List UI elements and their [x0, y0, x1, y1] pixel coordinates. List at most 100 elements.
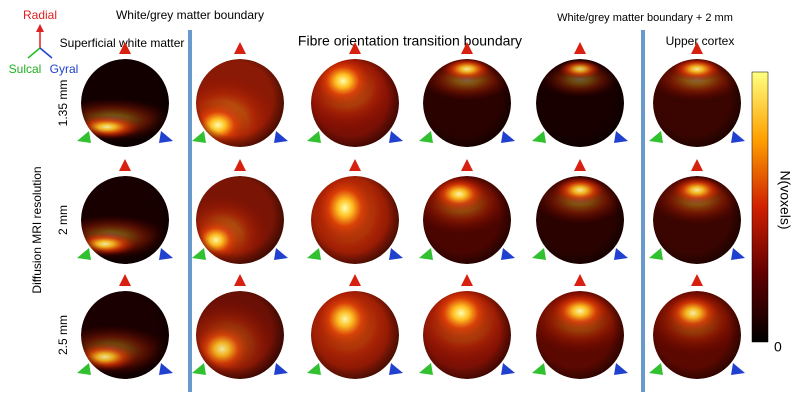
sphere-shade: [196, 176, 284, 264]
radial-arrow: [119, 42, 131, 54]
sulcal-arrow: [192, 363, 206, 375]
sulcal-arrow: [419, 131, 433, 143]
key-gyral: Gyral: [50, 62, 79, 76]
sphere-shade: [423, 291, 511, 379]
radial-arrow: [691, 159, 703, 171]
sphere: [653, 291, 741, 379]
radial-arrow: [349, 42, 361, 54]
sulcal-arrow: [532, 131, 546, 143]
radial-arrow: [574, 42, 586, 54]
gyral-arrow: [274, 363, 288, 375]
sulcal-arrow: [419, 248, 433, 260]
gyral-arrow: [614, 363, 628, 375]
sulcal-arrow: [192, 131, 206, 143]
sphere: [81, 291, 169, 379]
gyral-arrow: [731, 248, 745, 260]
gyral-arrow: [501, 248, 515, 260]
sphere-shade: [81, 59, 169, 147]
radial-arrow: [234, 159, 246, 171]
sphere-shade: [196, 291, 284, 379]
radial-arrow: [574, 274, 586, 286]
sulcal-arrow: [532, 363, 546, 375]
sulcal-arrow: [649, 363, 663, 375]
sulcal-arrow: [77, 248, 91, 260]
gyral-arrow: [614, 248, 628, 260]
gyral-arrow: [274, 131, 288, 143]
sulcal-arrow: [419, 363, 433, 375]
sulcal-arrow: [307, 131, 321, 143]
radial-arrow: [691, 274, 703, 286]
radial-arrow: [349, 159, 361, 171]
gyral-arrow: [159, 363, 173, 375]
gyral-arrow: [614, 131, 628, 143]
sulcal-arrow: [649, 131, 663, 143]
header-upper-cortex: Upper cortex: [666, 34, 735, 48]
axes-key: [27, 24, 53, 59]
sphere: [653, 176, 741, 264]
sphere-shade: [311, 59, 399, 147]
row-label: 2 mm: [56, 205, 70, 235]
radial-arrow: [461, 159, 473, 171]
sulcal-arrow: [77, 363, 91, 375]
sphere: [311, 291, 399, 379]
sphere: [196, 59, 284, 147]
sphere: [311, 176, 399, 264]
radial-arrow: [691, 42, 703, 54]
colorbar-min: 0: [774, 339, 782, 355]
header-superficial: Superficial white matter: [60, 36, 185, 50]
row-label: 2.5 mm: [56, 315, 70, 355]
sphere: [196, 176, 284, 264]
gyral-arrow: [159, 248, 173, 260]
sphere-shade: [536, 291, 624, 379]
sphere: [423, 291, 511, 379]
gyral-arrow: [731, 131, 745, 143]
gyral-arrow: [501, 131, 515, 143]
sphere-shade: [311, 176, 399, 264]
sulcal-arrow: [307, 248, 321, 260]
header-wgm-2mm: White/grey matter boundary + 2 mm: [557, 12, 733, 24]
radial-arrow: [461, 274, 473, 286]
sphere-shade: [536, 59, 624, 147]
key-sulcal: Sulcal: [9, 62, 42, 76]
sphere-shade: [653, 59, 741, 147]
radial-arrow: [234, 274, 246, 286]
sphere: [81, 176, 169, 264]
radial-arrow: [574, 159, 586, 171]
spheres: [77, 42, 745, 379]
sphere-shade: [653, 291, 741, 379]
gyral-arrow: [159, 131, 173, 143]
gyral-arrow: [389, 248, 403, 260]
radial-arrow: [461, 42, 473, 54]
sphere-shade: [653, 176, 741, 264]
radial-arrow: [119, 274, 131, 286]
sulcal-arrow: [192, 248, 206, 260]
colorbar: [751, 71, 769, 343]
radial-arrow: [119, 159, 131, 171]
sphere: [311, 59, 399, 147]
sulcal-arrow: [307, 363, 321, 375]
sphere-shade: [196, 59, 284, 147]
gyral-arrow: [389, 363, 403, 375]
sphere-shade: [536, 176, 624, 264]
gyral-arrow: [501, 363, 515, 375]
sphere: [536, 291, 624, 379]
colorbar-label: N(voxels): [777, 170, 793, 229]
sphere: [653, 59, 741, 147]
sphere-shade: [311, 291, 399, 379]
sphere: [423, 59, 511, 147]
sphere-shade: [423, 176, 511, 264]
gyral-arrow: [274, 248, 288, 260]
sphere-shade: [423, 59, 511, 147]
header-wgm: White/grey matter boundary: [116, 8, 264, 22]
key-radial: Radial: [23, 8, 57, 22]
sphere: [423, 176, 511, 264]
sulcal-arrow: [532, 248, 546, 260]
sphere-shade: [81, 176, 169, 264]
radial-arrow: [349, 274, 361, 286]
sphere-shade: [81, 291, 169, 379]
radial-arrow: [234, 42, 246, 54]
gyral-arrow: [389, 131, 403, 143]
gyral-arrow: [731, 363, 745, 375]
sphere: [536, 176, 624, 264]
